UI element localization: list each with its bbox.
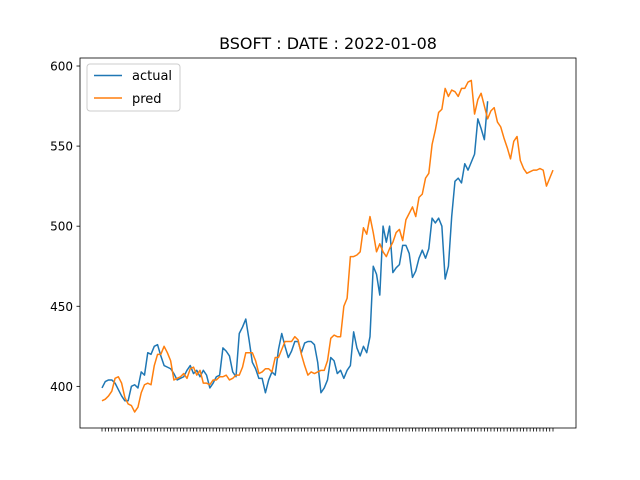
chart-title: BSOFT : DATE : 2022-01-08: [219, 34, 437, 53]
plot-area: [80, 58, 576, 428]
y-tick-label: 500: [50, 220, 73, 234]
y-axis: 400 450 500 550 600: [50, 60, 80, 394]
x-axis: [101, 428, 554, 432]
legend: actual pred: [86, 63, 181, 112]
series-layer: [101, 79, 554, 413]
y-tick-label: 450: [50, 300, 73, 314]
y-tick-label: 400: [50, 380, 73, 394]
legend-label-actual: actual: [132, 69, 172, 84]
y-tick-label: 600: [50, 60, 73, 74]
series-line-actual: [101, 101, 489, 402]
y-tick-label: 550: [50, 140, 73, 154]
series-line-pred: [101, 79, 554, 413]
legend-label-pred: pred: [132, 92, 162, 107]
plot-frame: [79, 57, 577, 429]
